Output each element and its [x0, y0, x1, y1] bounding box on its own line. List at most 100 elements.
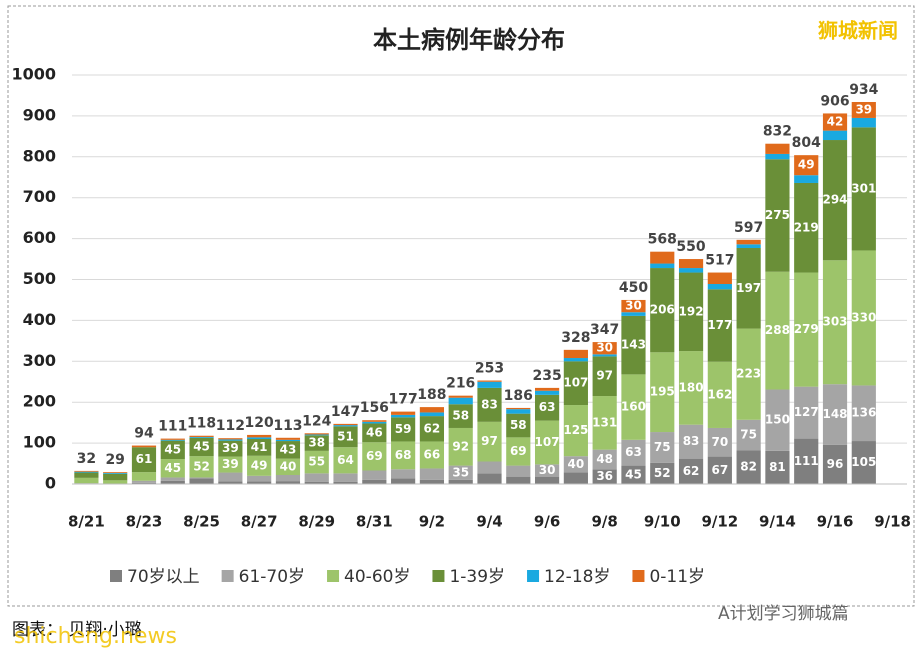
- total-label: 111: [158, 419, 187, 435]
- bar-segment: [218, 473, 242, 482]
- x-tick-label: 8/25: [183, 513, 220, 531]
- y-tick-label: 800: [23, 146, 56, 165]
- segment-label: 63: [625, 445, 642, 459]
- bar-segment: [362, 471, 386, 480]
- bar-segment: [506, 408, 530, 409]
- segment-label: 45: [625, 467, 642, 481]
- segment-label: 42: [827, 115, 844, 129]
- total-label: 94: [134, 426, 154, 442]
- segment-label: 52: [654, 466, 671, 480]
- segment-label: 30: [539, 463, 556, 477]
- total-label: 156: [360, 400, 389, 416]
- total-label: 216: [446, 376, 475, 392]
- segment-label: 303: [822, 315, 847, 329]
- segment-label: 46: [366, 425, 383, 439]
- segment-label: 131: [592, 415, 617, 429]
- segment-label: 206: [650, 303, 675, 317]
- y-tick-label: 100: [23, 433, 56, 452]
- total-label: 32: [77, 451, 96, 467]
- legend-swatch: [327, 570, 339, 582]
- total-label: 328: [561, 330, 590, 346]
- segment-label: 70: [711, 435, 728, 449]
- segment-label: 111: [794, 454, 819, 468]
- segment-label: 143: [621, 338, 646, 352]
- bar-segment: [477, 462, 501, 474]
- y-tick-label: 1000: [11, 65, 56, 84]
- segment-label: 69: [366, 449, 383, 463]
- segment-label: 97: [481, 434, 498, 448]
- x-tick-label: 9/10: [644, 513, 681, 531]
- total-label: 597: [734, 220, 763, 236]
- segment-label: 45: [164, 461, 181, 475]
- segment-label: 107: [563, 376, 588, 390]
- legend-swatch: [222, 570, 234, 582]
- segment-label: 82: [740, 460, 757, 474]
- bar-segment: [362, 480, 386, 484]
- x-tick-label: 9/2: [419, 513, 445, 531]
- total-label: 124: [302, 413, 331, 429]
- bar-segment: [189, 477, 213, 478]
- segment-label: 81: [769, 460, 786, 474]
- segment-label: 66: [424, 447, 441, 461]
- segment-label: 35: [452, 465, 469, 479]
- segment-label: 62: [424, 421, 441, 435]
- bar-segment: [74, 471, 98, 472]
- segment-label: 294: [822, 193, 847, 207]
- bar-segment: [708, 284, 732, 289]
- total-label: 906: [820, 93, 849, 109]
- legend-swatch: [432, 570, 444, 582]
- bar-segment: [362, 422, 386, 424]
- segment-label: 127: [794, 405, 819, 419]
- segment-label: 301: [851, 181, 876, 195]
- segment-label: 105: [851, 455, 876, 469]
- segment-label: 40: [568, 457, 585, 471]
- segment-label: 61: [136, 452, 153, 466]
- bar-segment: [650, 264, 674, 268]
- total-label: 112: [216, 418, 245, 434]
- segment-label: 125: [563, 423, 588, 437]
- total-label: 235: [532, 368, 561, 384]
- bar-segment: [679, 259, 703, 268]
- segment-label: 97: [596, 369, 613, 383]
- segment-label: 83: [481, 397, 498, 411]
- bar-segment: [362, 420, 386, 422]
- bar-segment: [132, 472, 156, 481]
- segment-label: 58: [510, 418, 527, 432]
- segment-label: 48: [596, 452, 613, 466]
- segment-label: 30: [596, 341, 613, 355]
- bar-segment: [161, 440, 185, 441]
- segment-label: 38: [308, 436, 325, 450]
- segment-label: 75: [654, 440, 671, 454]
- bar-segment: [477, 473, 501, 484]
- segment-label: 279: [794, 322, 819, 336]
- segment-label: 75: [740, 428, 757, 442]
- segment-label: 36: [596, 469, 613, 483]
- bar-segment: [391, 478, 415, 484]
- bar-segment: [132, 446, 156, 448]
- bar-segment: [103, 472, 127, 473]
- bar-segment: [765, 154, 789, 159]
- bar-segment: [449, 398, 473, 405]
- segment-label: 223: [736, 367, 761, 381]
- segment-label: 52: [193, 459, 210, 473]
- segment-label: 195: [650, 385, 675, 399]
- x-tick-label: 8/23: [126, 513, 163, 531]
- bar-segment: [333, 424, 357, 425]
- legend-swatch: [110, 570, 122, 582]
- bar-segment: [708, 273, 732, 284]
- y-tick-label: 200: [23, 392, 56, 411]
- total-label: 832: [763, 124, 792, 140]
- bar-segment: [477, 382, 501, 388]
- y-tick-label: 500: [23, 269, 56, 288]
- x-tick-label: 9/16: [817, 513, 854, 531]
- segment-label: 43: [280, 442, 297, 456]
- segment-label: 39: [222, 457, 239, 471]
- bar-segment: [276, 475, 300, 481]
- y-tick-label: 700: [23, 187, 56, 206]
- legend-label: 1-39岁: [449, 567, 505, 587]
- bar-segment: [477, 381, 501, 382]
- bar-segment: [449, 396, 473, 398]
- bar-segment: [305, 435, 329, 436]
- bar-segment: [247, 437, 271, 439]
